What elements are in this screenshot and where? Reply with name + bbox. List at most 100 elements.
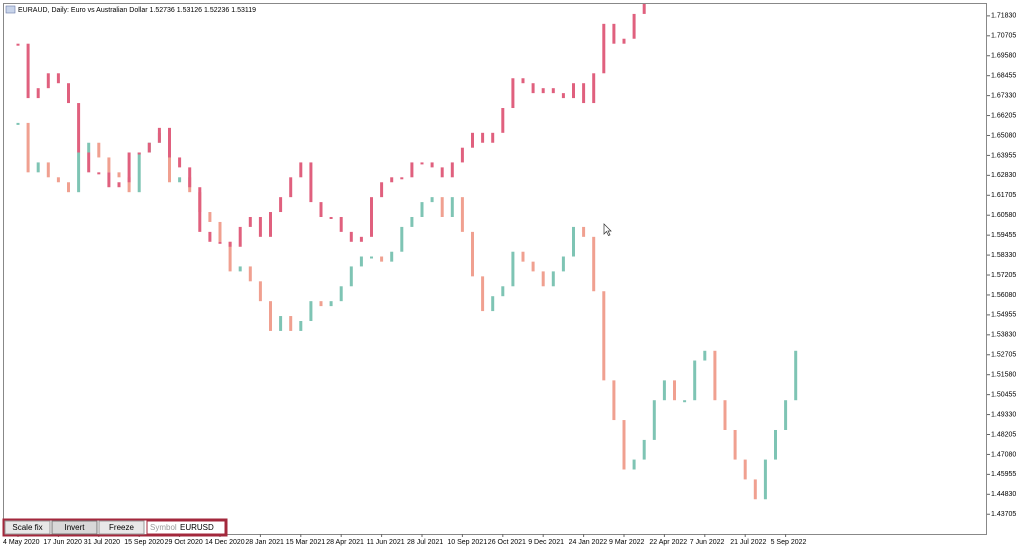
candle: [329, 216, 333, 219]
candle: [238, 266, 242, 272]
candle: [97, 142, 101, 158]
x-tick-label: 5 Sep 2022: [771, 539, 807, 546]
candle: [168, 132, 171, 183]
candle: [723, 400, 727, 430]
candle: [400, 226, 404, 252]
y-tick-label: 1.62830: [991, 172, 1016, 179]
candle: [147, 142, 151, 153]
x-tick-label: 15 Mar 2021: [286, 539, 325, 546]
candle: [178, 177, 182, 183]
symbol-icon: [5, 5, 16, 14]
candle: [561, 93, 565, 99]
x-tick-label: 28 Apr 2021: [326, 539, 364, 546]
candle: [56, 177, 60, 183]
scale-fix-button[interactable]: [4, 520, 51, 535]
y-tick-label: 1.68455: [991, 73, 1016, 80]
candle: [380, 182, 384, 198]
candle: [279, 197, 283, 213]
candle: [289, 316, 293, 331]
candle: [117, 182, 121, 188]
candle: [632, 459, 636, 470]
y-tick-label: 1.45955: [991, 471, 1016, 478]
candle: [26, 43, 30, 99]
candle: [632, 13, 636, 39]
candle: [602, 23, 606, 74]
plot-area: [16, 4, 798, 500]
y-tick-label: 1.60580: [991, 212, 1016, 219]
candle: [440, 167, 444, 178]
candle: [531, 83, 535, 94]
candle: [248, 216, 252, 227]
candle: [693, 360, 697, 401]
candle: [77, 103, 81, 153]
candle: [511, 251, 515, 287]
candle: [774, 429, 777, 460]
candle: [733, 429, 737, 460]
candle: [390, 177, 394, 183]
candle: [400, 177, 404, 180]
candle: [208, 231, 212, 242]
button-label[interactable]: Freeze: [109, 523, 134, 532]
candle: [582, 226, 586, 237]
candle: [299, 321, 303, 331]
symbol-value[interactable]: EURUSD: [180, 523, 214, 532]
x-tick-label: 4 May 2020: [3, 539, 40, 546]
toolbar-frame: [2, 518, 228, 537]
candle: [572, 226, 575, 257]
candle: [410, 216, 414, 227]
candle: [370, 197, 373, 237]
candle: [642, 4, 646, 14]
y-tick-label: 1.58330: [991, 252, 1016, 259]
candle: [157, 127, 161, 143]
candle: [481, 276, 485, 312]
candle: [753, 479, 757, 500]
candle: [673, 380, 676, 401]
candle: [410, 162, 414, 178]
candle: [26, 122, 30, 173]
candle: [349, 266, 353, 287]
x-tick-label: 29 Oct 2020: [165, 539, 203, 546]
symbol-input[interactable]: [146, 520, 226, 535]
candle: [258, 281, 262, 302]
freeze-button[interactable]: [98, 520, 145, 535]
y-tick-label: 1.65080: [991, 132, 1016, 139]
candle: [622, 420, 626, 470]
x-tick-label: 11 Jun 2021: [367, 539, 405, 546]
candle: [97, 172, 101, 175]
x-tick-label: 24 Jan 2022: [569, 539, 608, 546]
candle: [521, 78, 525, 84]
y-tick-label: 1.51580: [991, 372, 1016, 379]
candle: [642, 439, 646, 460]
candle: [228, 241, 232, 247]
candle: [430, 197, 434, 203]
y-tick-label: 1.43705: [991, 511, 1016, 518]
x-tick-label: 31 Jul 2020: [84, 539, 120, 546]
candle: [67, 83, 70, 104]
candle: [450, 197, 454, 217]
y-tick-label: 1.66205: [991, 112, 1016, 119]
candle: [87, 142, 91, 153]
candle: [269, 212, 272, 237]
candle: [541, 271, 545, 287]
candle: [561, 256, 565, 272]
candle: [16, 122, 20, 125]
y-tick-label: 1.59455: [991, 232, 1016, 239]
button-label[interactable]: Scale fix: [12, 523, 42, 532]
candle: [541, 88, 545, 94]
candle: [289, 177, 293, 198]
candle: [602, 291, 606, 381]
candle: [572, 83, 575, 99]
x-tick-label: 14 Dec 2020: [205, 539, 245, 546]
plot-frame: [3, 3, 987, 535]
candle: [460, 147, 464, 163]
candle: [703, 350, 707, 361]
button-label[interactable]: Invert: [64, 523, 85, 532]
y-tick-label: 1.53830: [991, 332, 1016, 339]
y-tick-label: 1.50455: [991, 391, 1016, 398]
y-tick-label: 1.56080: [991, 292, 1016, 299]
candle: [349, 231, 353, 242]
invert-button[interactable]: [51, 520, 98, 535]
candle: [218, 221, 222, 242]
candle: [359, 256, 363, 267]
